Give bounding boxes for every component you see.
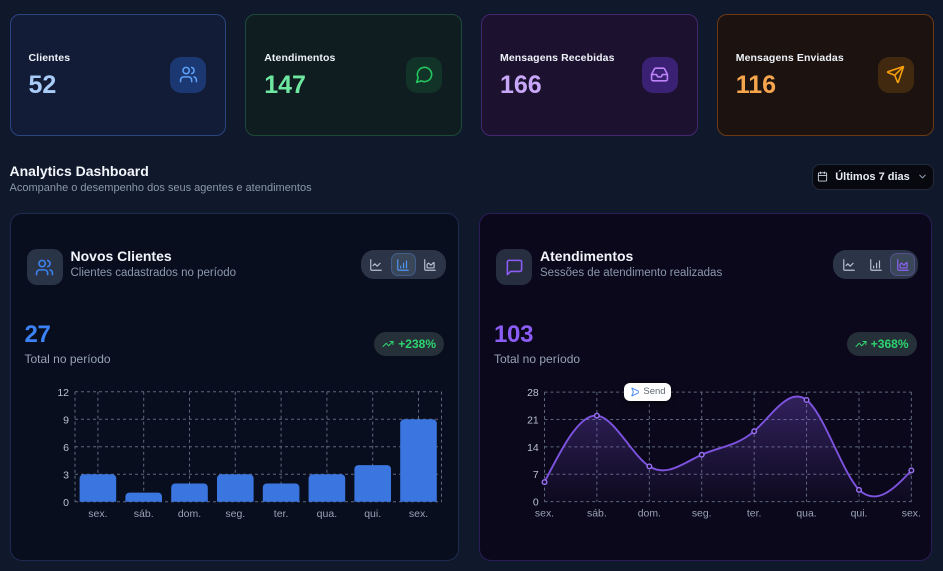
svg-text:sex.: sex. (408, 508, 427, 520)
svg-text:qua.: qua. (316, 508, 336, 520)
svg-text:sex.: sex. (88, 508, 107, 520)
svg-text:qua.: qua. (796, 509, 816, 520)
svg-text:seg.: seg. (225, 508, 245, 520)
svg-text:21: 21 (527, 415, 539, 426)
svg-text:ter.: ter. (273, 508, 288, 520)
svg-text:sáb.: sáb. (587, 509, 607, 520)
svg-text:9: 9 (63, 414, 69, 426)
svg-text:6: 6 (63, 442, 69, 454)
svg-text:ter.: ter. (747, 509, 762, 520)
svg-text:3: 3 (63, 469, 69, 481)
svg-text:0: 0 (63, 497, 69, 509)
svg-text:seg.: seg. (692, 509, 712, 520)
svg-text:14: 14 (527, 443, 539, 454)
svg-text:qui.: qui. (851, 509, 868, 520)
svg-text:dom.: dom. (177, 508, 200, 520)
svg-text:sex.: sex. (902, 509, 921, 520)
svg-text:0: 0 (533, 497, 539, 508)
svg-text:12: 12 (57, 387, 69, 399)
svg-text:qui.: qui. (364, 508, 381, 520)
svg-text:dom.: dom. (638, 509, 661, 520)
svg-text:28: 28 (527, 388, 539, 399)
svg-text:7: 7 (533, 470, 539, 481)
svg-text:sex.: sex. (535, 509, 554, 520)
svg-text:sáb.: sáb. (133, 508, 153, 520)
